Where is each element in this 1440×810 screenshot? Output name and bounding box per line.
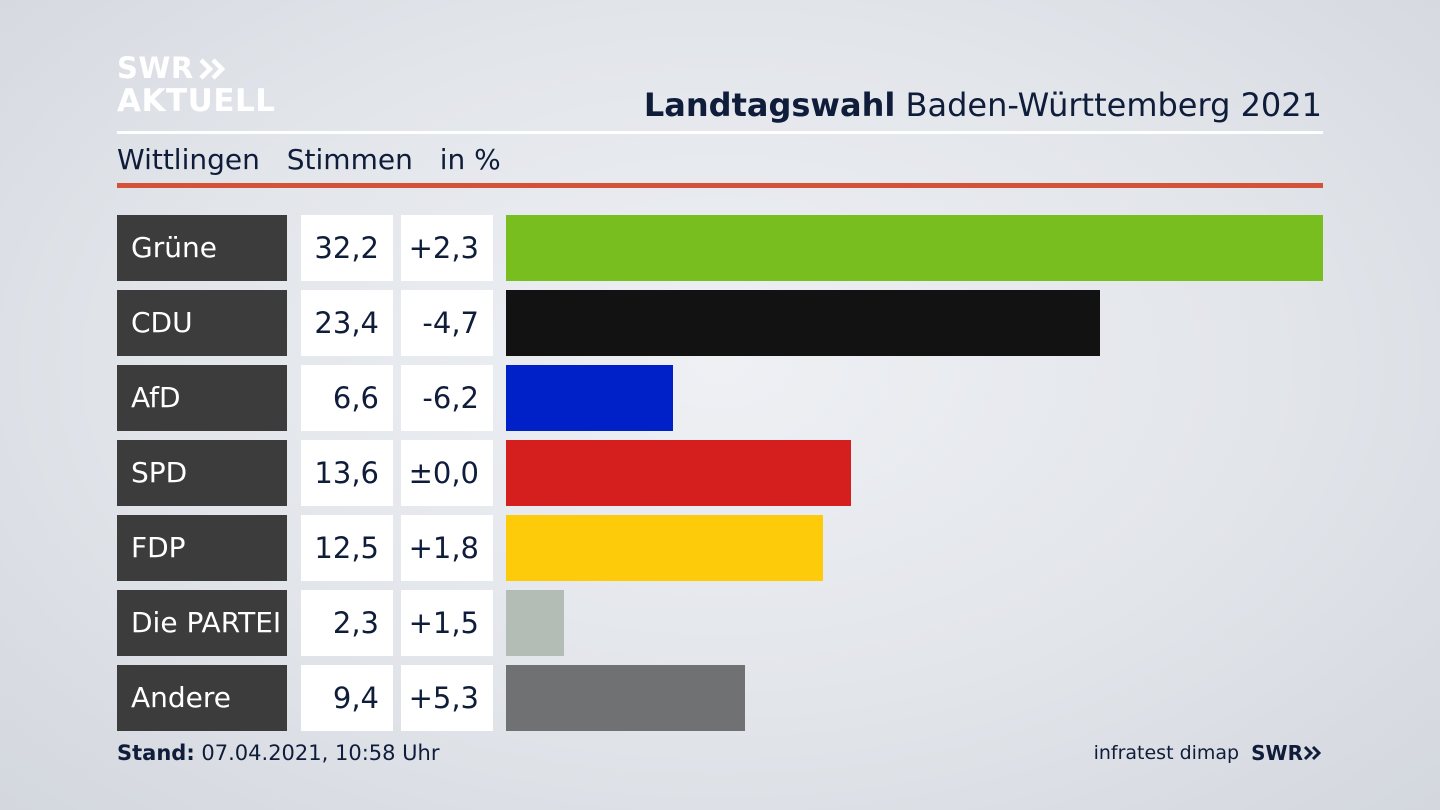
vote-share-value: 9,4: [301, 665, 393, 731]
change-value: +2,3: [401, 215, 493, 281]
change-value: +1,8: [401, 515, 493, 581]
bar: [506, 515, 823, 581]
subtitle-place: Wittlingen: [117, 143, 260, 176]
stand-label: Stand:: [117, 741, 195, 765]
subtitle-divider: [117, 183, 1323, 188]
double-chevron-icon: [199, 57, 225, 80]
vote-share-value: 13,6: [301, 440, 393, 506]
bar: [506, 665, 745, 731]
party-label: Andere: [117, 665, 287, 731]
party-row: Andere 9,4 +5,3: [117, 665, 1323, 731]
bar: [506, 365, 673, 431]
change-value: -6,2: [401, 365, 493, 431]
party-row: FDP 12,5 +1,8: [117, 515, 1323, 581]
party-label: AfD: [117, 365, 287, 431]
vote-share-value: 32,2: [301, 215, 393, 281]
swr-aktuell-logo: SWR AKTUELL: [117, 54, 276, 117]
party-row: CDU 23,4 -4,7: [117, 290, 1323, 356]
swr-small-logo: SWR: [1251, 741, 1323, 765]
party-label: Grüne: [117, 215, 287, 281]
stand-value: 07.04.2021, 10:58 Uhr: [194, 741, 440, 765]
title-bold: Landtagswahl: [643, 86, 896, 124]
logo-line-2: AKTUELL: [117, 83, 276, 119]
bar: [506, 215, 1323, 281]
change-value: +1,5: [401, 590, 493, 656]
subtitle-measure: Stimmen: [286, 143, 413, 176]
logo-line-1: SWR: [117, 51, 194, 85]
change-value: -4,7: [401, 290, 493, 356]
subtitle: Wittlingen Stimmen in %: [117, 143, 519, 176]
double-chevron-small-icon: [1303, 745, 1322, 761]
party-label: FDP: [117, 515, 287, 581]
change-value: +5,3: [401, 665, 493, 731]
change-value: ±0,0: [401, 440, 493, 506]
timestamp: Stand: 07.04.2021, 10:58 Uhr: [117, 741, 440, 765]
vote-share-value: 23,4: [301, 290, 393, 356]
source-credit: infratest dimap SWR: [1094, 741, 1323, 765]
bar: [506, 590, 564, 656]
party-row: Die PARTEI 2,3 +1,5: [117, 590, 1323, 656]
party-label: CDU: [117, 290, 287, 356]
title-rest: Baden-Württemberg 2021: [895, 86, 1323, 124]
party-row: Grüne 32,2 +2,3: [117, 215, 1323, 281]
party-row: AfD 6,6 -6,2: [117, 365, 1323, 431]
vote-share-value: 6,6: [301, 365, 393, 431]
swr-small-text: SWR: [1251, 741, 1303, 765]
bar: [506, 290, 1100, 356]
party-label: Die PARTEI: [117, 590, 287, 656]
vote-share-value: 2,3: [301, 590, 393, 656]
header-divider: [117, 131, 1323, 134]
subtitle-unit: in %: [439, 143, 501, 176]
chart-title: Landtagswahl Baden-Württemberg 2021: [644, 86, 1322, 124]
vote-share-value: 12,5: [301, 515, 393, 581]
source-label: infratest dimap: [1093, 742, 1240, 764]
bar: [506, 440, 851, 506]
party-row: SPD 13,6 ±0,0: [117, 440, 1323, 506]
party-label: SPD: [117, 440, 287, 506]
